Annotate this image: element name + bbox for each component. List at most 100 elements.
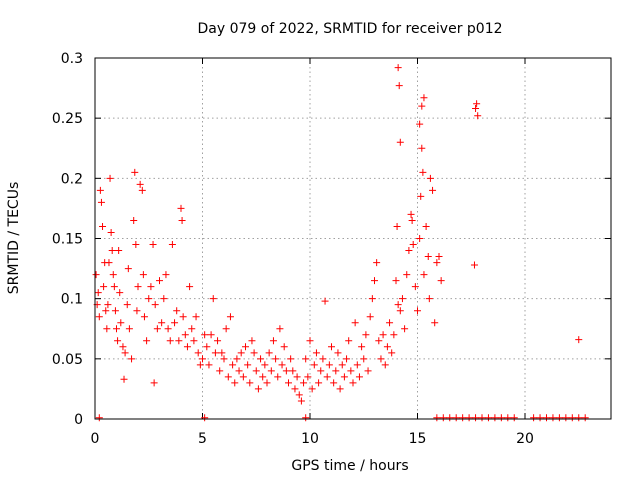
data-point [261, 361, 269, 369]
data-point [420, 271, 428, 279]
data-point [95, 414, 103, 422]
data-point [233, 355, 241, 363]
data-point [414, 307, 421, 315]
data-point [446, 414, 454, 422]
data-point [478, 414, 486, 422]
x-tick-label: 10 [301, 431, 319, 447]
data-point [199, 355, 206, 363]
x-tick-label: 0 [91, 431, 100, 447]
data-point [408, 216, 416, 224]
data-point [287, 355, 295, 363]
data-point [295, 391, 303, 399]
data-point [239, 373, 247, 381]
data-point [242, 343, 249, 351]
data-point [426, 174, 434, 182]
y-tick-label: 0.2 [61, 171, 83, 187]
y-tick-label: 0 [74, 412, 83, 428]
data-point [282, 367, 290, 375]
data-point [140, 313, 148, 321]
data-point [94, 289, 102, 297]
data-point [373, 259, 381, 267]
data-point [381, 361, 389, 369]
data-point [353, 361, 361, 369]
data-point [336, 385, 344, 393]
data-point [235, 367, 243, 375]
data-point [259, 373, 267, 381]
data-point [246, 379, 254, 387]
data-point [459, 414, 467, 422]
data-point [132, 241, 140, 249]
data-point [257, 355, 265, 363]
data-point [105, 259, 113, 267]
data-point [216, 367, 224, 375]
data-point [575, 414, 583, 422]
x-axis-label: GPS time / hours [291, 458, 408, 474]
data-point [300, 379, 308, 387]
data-point [470, 261, 478, 269]
plot-frame [94, 57, 612, 420]
data-point [396, 138, 404, 146]
y-tick-label: 0.05 [52, 352, 83, 368]
data-point [280, 343, 288, 351]
data-point [179, 313, 187, 321]
data-point [252, 367, 260, 375]
data-point [229, 361, 237, 369]
data-point [429, 186, 437, 194]
data-point [543, 414, 550, 422]
data-point [153, 325, 161, 333]
data-point [119, 343, 127, 351]
data-point [377, 355, 385, 363]
data-point [394, 301, 402, 309]
data-point [162, 271, 170, 279]
data-point [95, 313, 103, 321]
data-point [343, 355, 351, 363]
y-tick-label: 0.3 [61, 51, 83, 67]
data-point [308, 385, 316, 393]
data-point [278, 361, 286, 369]
data-point [125, 325, 133, 333]
data-point [317, 367, 325, 375]
data-point [310, 361, 318, 369]
data-point [425, 295, 433, 303]
data-point [138, 186, 146, 194]
data-point [151, 301, 159, 309]
data-point [124, 265, 132, 273]
data-point [158, 319, 166, 327]
data-point [416, 235, 424, 242]
data-point [254, 385, 262, 393]
data-point [136, 180, 144, 188]
data-point [218, 349, 226, 357]
data-point [130, 216, 138, 224]
data-point [231, 379, 239, 387]
data-point [92, 271, 100, 279]
data-point [181, 331, 189, 339]
data-point [97, 198, 105, 206]
data-point [319, 355, 327, 363]
data-point [263, 379, 271, 387]
data-point [272, 355, 280, 363]
data-point [164, 325, 172, 333]
data-point [267, 367, 275, 375]
data-point [419, 168, 427, 176]
data-point [347, 367, 355, 375]
data-point [330, 379, 338, 387]
data-point [194, 349, 202, 357]
data-point [166, 337, 174, 345]
data-point [178, 216, 186, 224]
data-point [417, 192, 425, 200]
data-point [133, 307, 141, 315]
data-point [211, 349, 219, 357]
data-point [484, 414, 492, 422]
data-point [401, 325, 409, 333]
data-point [205, 361, 213, 369]
data-point [117, 319, 125, 327]
data-point [345, 337, 353, 345]
data-point [177, 204, 185, 212]
data-point [201, 414, 209, 422]
data-point [465, 414, 473, 422]
data-point [439, 414, 447, 422]
data-point [473, 100, 481, 108]
data-point [293, 373, 301, 381]
data-point [398, 295, 406, 303]
data-point [433, 414, 441, 422]
